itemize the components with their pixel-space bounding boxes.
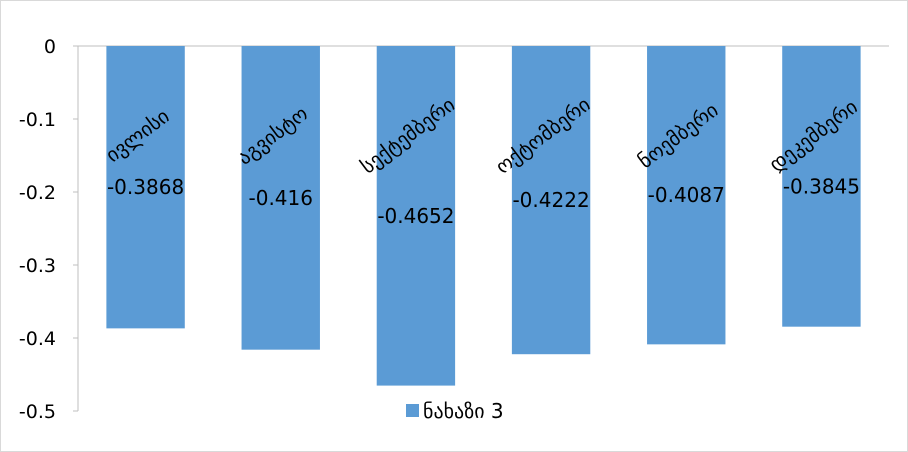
data-label: -0.416 [249,186,313,210]
y-tick-label: -0.1 [19,109,56,131]
y-tick-label: 0 [44,36,56,58]
legend: ნახაზი 3 [406,399,504,423]
bar [106,46,185,329]
y-tick-label: -0.2 [19,182,56,204]
y-tick-label: -0.3 [19,255,56,277]
bar-layer [106,46,861,386]
data-label: -0.3868 [107,175,184,199]
bar [782,46,861,327]
axis-layer: 0 -0.1 -0.2 -0.3 -0.4 -0.5 [19,36,889,423]
data-label: -0.3845 [783,174,860,198]
label-layer: ივლისი აგვისტო სექტემბერი ოქტომბერი ნოემბერი… [101,92,862,228]
legend-label: ნახაზი 3 [423,399,504,423]
bar [241,46,320,350]
y-tick-label: -0.4 [19,328,56,350]
bar [376,46,456,386]
data-label: -0.4222 [512,188,589,212]
data-label: -0.4652 [377,204,454,228]
legend-swatch [406,404,419,417]
bar [511,46,591,355]
data-label: -0.4087 [648,183,725,207]
bar [647,46,726,345]
y-tick-label: -0.5 [19,401,56,423]
